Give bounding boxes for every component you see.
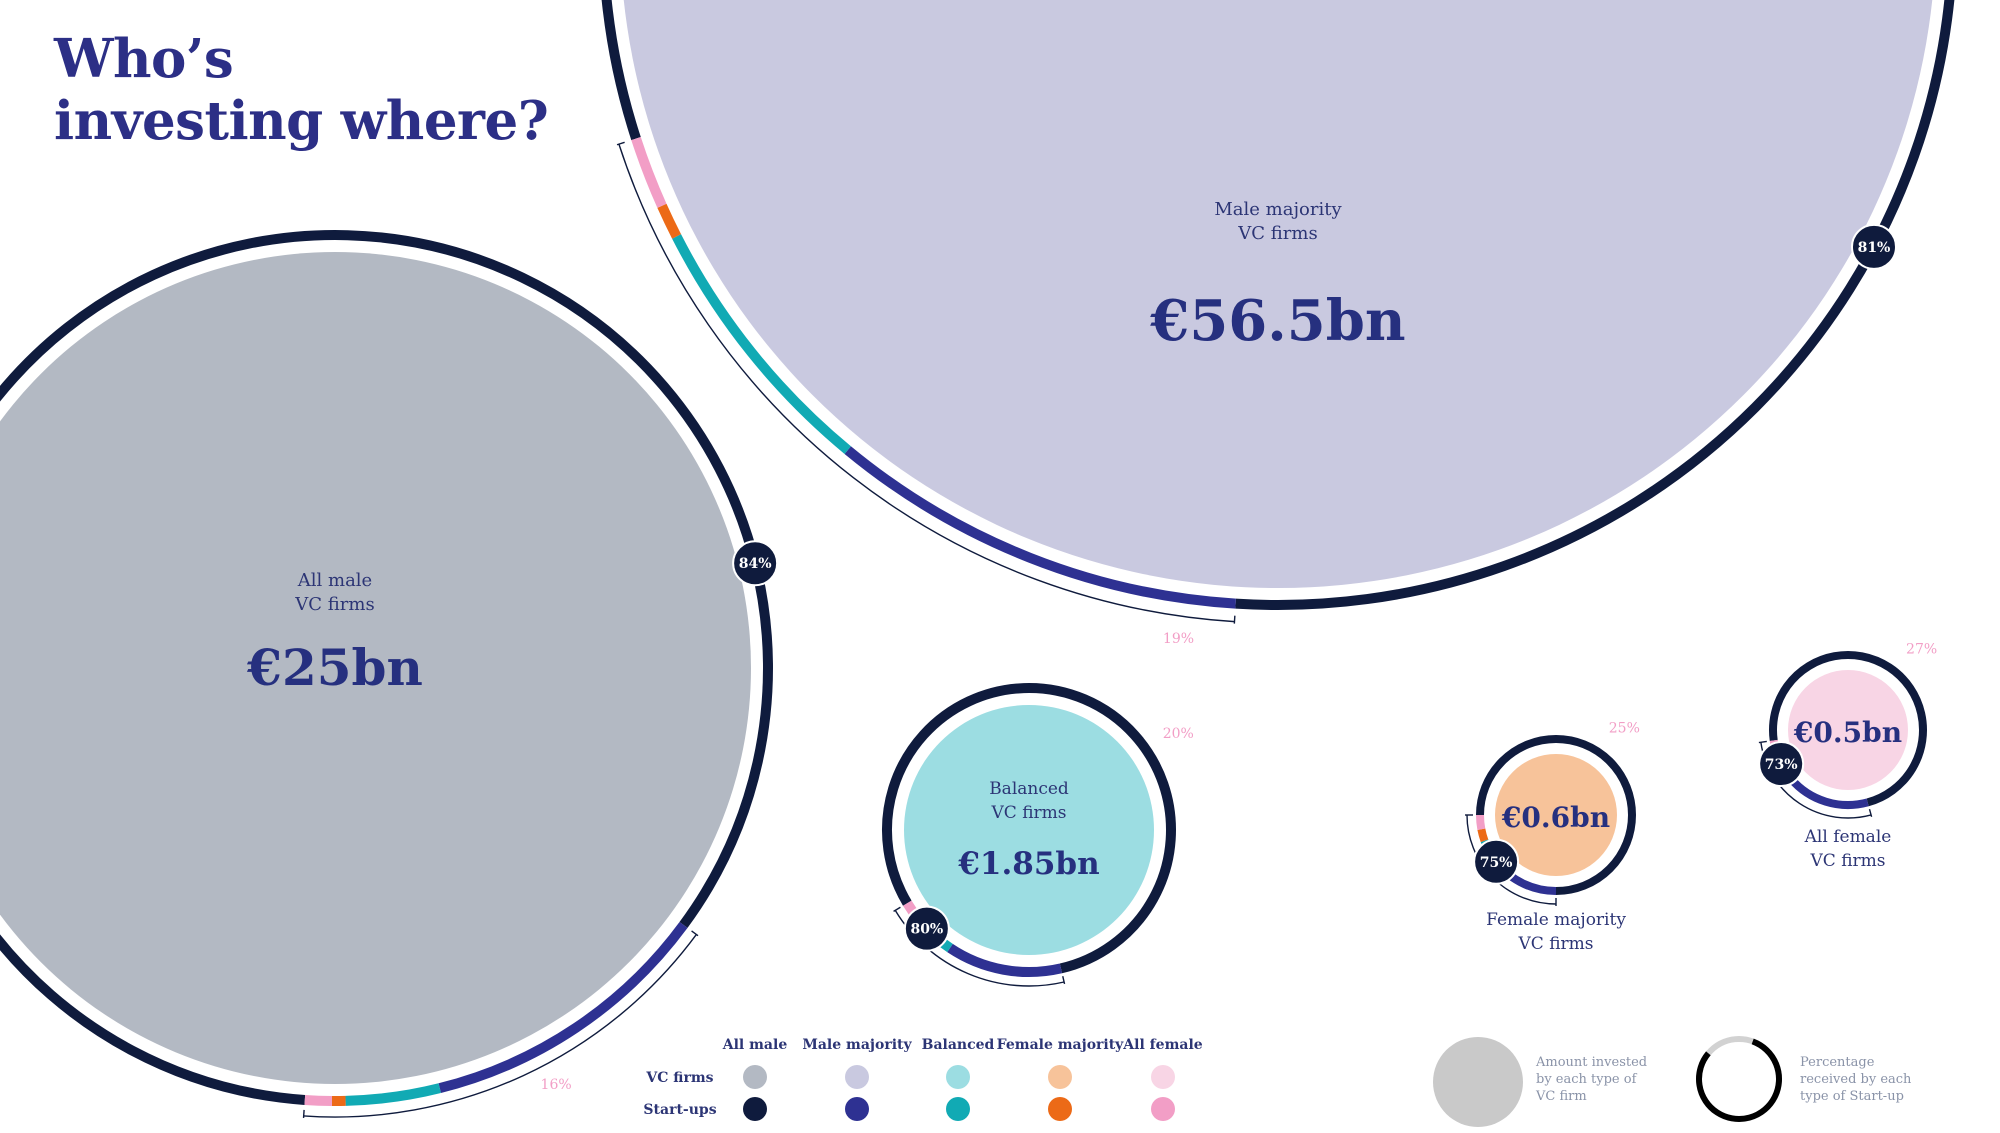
bubble-amount: €0.5bn [1793,716,1902,749]
legend-swatch-vc-firm [845,1065,869,1089]
all-male-share-badge [1473,838,1520,885]
ring-segment-female-majority [1477,828,1489,843]
bubble-label-line-1: All female [1804,827,1892,847]
all-male-share-badge [732,540,779,587]
bubble-label-line-1: Female majority [1486,910,1626,930]
bubble-balanced: 20% 80% Balanced VC firms €1.85bn [882,683,1194,987]
all-male-share-badge [1758,741,1805,788]
legend-swatch-start-up [845,1097,869,1121]
ring-segment-male-majority [1787,775,1869,809]
bubble-amount: €0.6bn [1501,801,1610,834]
percentage-key-arc [1696,1038,1782,1122]
legend-column-header: Male majority [802,1037,912,1053]
legend-column-header: Balanced [922,1037,995,1053]
amount-key-text: by each type of [1536,1072,1638,1087]
title-line-2: investing where? [54,90,549,152]
legend-swatch-start-up [1151,1097,1175,1121]
bubble-label-line-2: VC firms [991,803,1067,823]
legend-swatch-start-up [946,1097,970,1121]
percentage-key-text: Percentage [1800,1055,1875,1070]
legend: All male Male majority Balanced Female majo… [643,1036,1912,1127]
bracket-tick [302,1109,305,1118]
bubble-male-majority: 19% 81% Male majority VC firms €56.5bn [601,0,1955,647]
ring-segment-all-male [882,683,1176,974]
bubble-label-line-2: VC firms [1237,223,1317,244]
amount-key-text: Amount invested [1535,1055,1647,1070]
female-share-label: 20% [1163,726,1194,742]
legend-column-header: All female [1122,1037,1203,1053]
legend-row-label: VC firms [645,1070,713,1086]
ring-segment-balanced [345,1083,441,1106]
share-bracket [303,934,697,1118]
ring-segment-all-female [304,1094,333,1106]
bubble-label-line-2: VC firms [1518,934,1594,954]
bubble-all-female: 27% 73% All female VC firms €0.5bn [1758,641,1937,871]
female-share-label: 27% [1906,641,1937,657]
bracket-tick [1758,740,1767,744]
bubble-female-majority: 25% 75% Female majority VC firms €0.6bn [1465,721,1640,954]
all-male-share-label: 73% [1765,757,1798,773]
vc-firm-amount-fill [1495,754,1617,876]
ring-segment-male-majority [844,446,1236,609]
legend-swatch-start-up [743,1097,767,1121]
bubble-all-male: 16% 84% All male VC firms €25bn [0,230,779,1118]
legend-swatch-vc-firm [743,1065,767,1089]
all-male-share-badge [903,905,950,952]
ring-segment-all-female [1476,814,1486,830]
legend-swatch-vc-firm [1048,1065,1072,1089]
legend-swatch-vc-firm [1151,1065,1175,1089]
legend-swatch-vc-firm [946,1065,970,1089]
ring-segment-male-majority [947,943,1063,977]
bracket-tick [1062,975,1066,985]
share-bracket [618,143,1235,623]
female-share-label: 16% [541,1077,572,1093]
ring-segment-balanced [672,234,851,454]
title-line-1: Who’s [54,28,234,90]
bubble-label-line-2: VC firms [1810,851,1886,871]
vc-firm-amount-fill [0,252,751,1084]
legend-swatch-start-up [1048,1097,1072,1121]
ring-segment-male-majority [438,921,688,1093]
bubble-amount: €1.85bn [957,846,1099,882]
bubble-amount: €56.5bn [1149,288,1405,354]
bracket-tick [1868,808,1873,818]
ring-segment-female-majority [657,203,682,239]
ring-segment-all-male [1476,735,1636,895]
percentage-key-text: received by each [1800,1072,1912,1087]
amount-key-swatch [1433,1037,1523,1127]
bracket-tick [616,141,625,146]
all-male-share-label: 75% [1480,855,1513,871]
bracket-tick [893,906,901,912]
bubble-label-line-1: Balanced [989,779,1069,799]
female-share-label: 19% [1163,631,1194,647]
all-male-share-label: 84% [739,556,772,572]
vc-firm-amount-fill [623,0,1933,588]
ring-segment-all-male [1769,651,1927,807]
vc-firm-amount-fill [904,705,1154,955]
female-share-label: 25% [1609,721,1640,737]
legend-column-header: All male [722,1037,788,1053]
percentage-key-text: type of Start-up [1800,1089,1904,1104]
bracket-tick [1233,615,1236,624]
vc-firm-amount-fill [1788,670,1908,790]
bracket-tick [691,930,699,937]
all-male-share-badge [1850,223,1897,270]
amount-key-text: VC firm [1535,1089,1587,1104]
ring-segment-all-female [631,137,667,208]
legend-column-header: Female majority [997,1037,1125,1053]
ring-segment-all-male [601,0,1955,611]
all-male-share-label: 80% [910,922,943,938]
bubble-label-line-1: Male majority [1214,199,1342,220]
page-title: Who’s investing where? [54,28,549,152]
bubble-label-line-1: All male [297,570,372,591]
all-male-share-label: 81% [1858,240,1891,256]
legend-row-label: Start-ups [643,1102,716,1118]
bubble-amount: €25bn [246,638,423,697]
bubble-label-line-2: VC firms [294,594,374,615]
